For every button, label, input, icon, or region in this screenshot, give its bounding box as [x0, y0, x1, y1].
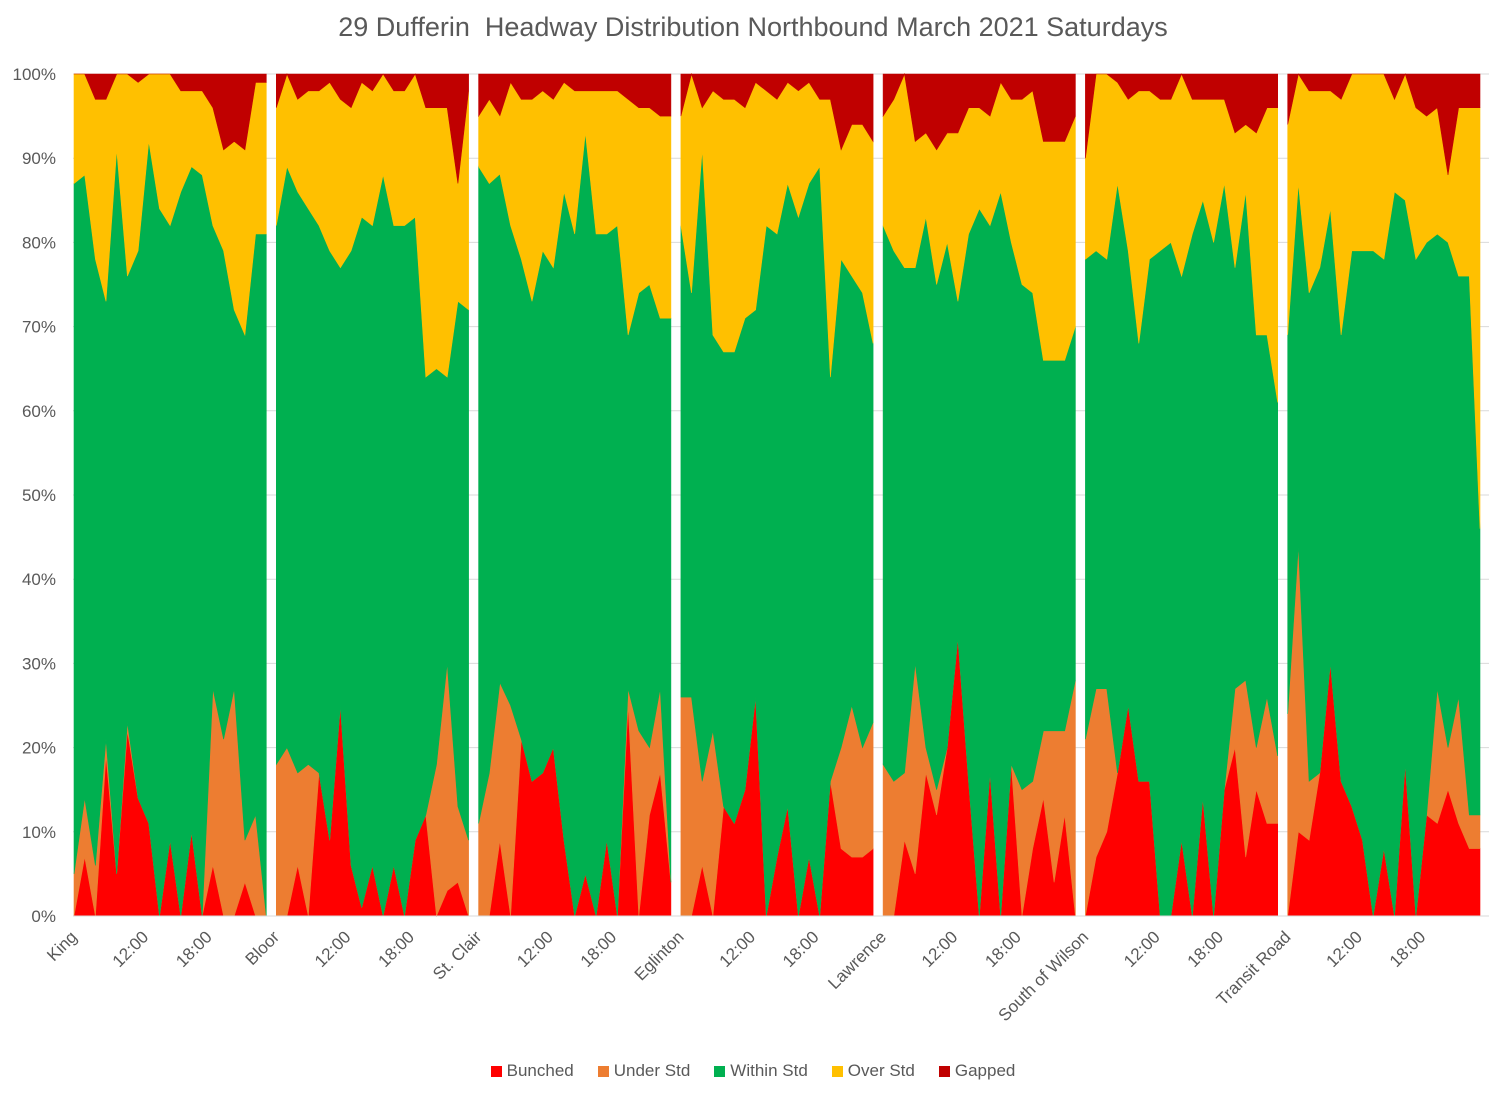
area-series	[73, 72, 1481, 918]
x-tick-1800-5: 18:00	[1184, 927, 1228, 971]
legend-swatch-bunched	[490, 1065, 502, 1077]
x-tick-1200-5: 12:00	[1120, 927, 1164, 971]
area-gapped-1	[275, 73, 469, 184]
legend-label-under-std: Under Std	[613, 1061, 691, 1080]
x-tick-1200-3: 12:00	[716, 927, 760, 971]
area-gapped-0	[74, 73, 267, 151]
legend-item-within-std: Within Std	[714, 1061, 808, 1081]
legend-swatch-within-std	[714, 1065, 726, 1077]
x-tick-1800-2: 18:00	[577, 927, 621, 971]
x-tick-stop-3: Eglinton	[631, 927, 688, 984]
x-tick-1800-4: 18:00	[981, 927, 1025, 971]
x-tick-stop-1: Bloor	[242, 927, 284, 969]
legend-label-gapped: Gapped	[954, 1061, 1016, 1080]
y-tick-30: 30%	[22, 654, 56, 673]
x-tick-1200-6: 12:00	[1322, 927, 1366, 971]
y-axis-ticks: 0% 10% 20% 30% 40% 50% 60% 70% 80% 90% 100%	[13, 65, 56, 926]
y-tick-70: 70%	[22, 318, 56, 337]
x-tick-1200-2: 12:00	[513, 927, 557, 971]
x-tick-1200-0: 12:00	[109, 927, 153, 971]
group-eglinton	[680, 72, 874, 917]
area-gapped-2	[478, 73, 672, 118]
x-tick-1200-1: 12:00	[311, 927, 355, 971]
group-king	[73, 73, 267, 917]
area-gapped-5	[1085, 73, 1278, 159]
group-bloor	[275, 73, 470, 918]
legend-swatch-under-std	[597, 1065, 609, 1077]
x-tick-1800-6: 18:00	[1386, 927, 1430, 971]
group-south-of-wilson	[1085, 73, 1278, 917]
x-axis-ticks: King 12:00 18:00 Bloor 12:00 18:00 St. Clair 12…	[43, 927, 1429, 1025]
legend-item-over-std: Over Std	[831, 1061, 915, 1081]
chart-title: 29 Dufferin Headway Distribution Northbo…	[338, 12, 1168, 42]
x-tick-1800-0: 18:00	[172, 927, 216, 971]
x-tick-stop-0: King	[43, 927, 80, 964]
y-tick-0: 0%	[31, 907, 56, 926]
y-tick-80: 80%	[22, 233, 56, 252]
y-tick-60: 60%	[22, 402, 56, 421]
y-tick-40: 40%	[22, 570, 56, 589]
area-gapped-4	[882, 72, 1076, 151]
legend-label-over-std: Over Std	[847, 1061, 915, 1080]
y-tick-20: 20%	[22, 739, 56, 758]
legend: Bunched Under Std Within Std Over Std Ga…	[0, 1061, 1506, 1081]
legend-swatch-gapped	[938, 1065, 950, 1077]
y-tick-50: 50%	[22, 486, 56, 505]
y-tick-90: 90%	[22, 149, 56, 168]
x-tick-1200-4: 12:00	[918, 927, 962, 971]
legend-label-bunched: Bunched	[506, 1061, 574, 1080]
group-transit-road	[1287, 73, 1481, 917]
group-lawrence	[882, 72, 1076, 917]
group-st-clair	[478, 73, 672, 917]
x-tick-stop-4: Lawrence	[824, 927, 890, 993]
legend-swatch-over-std	[831, 1065, 843, 1077]
legend-label-within-std: Within Std	[730, 1061, 808, 1080]
y-tick-10: 10%	[22, 823, 56, 842]
legend-item-bunched: Bunched	[490, 1061, 574, 1081]
x-tick-1800-1: 18:00	[375, 927, 419, 971]
x-tick-stop-2: St. Clair	[429, 927, 485, 983]
x-tick-1800-3: 18:00	[779, 927, 823, 971]
area-gapped-3	[680, 72, 874, 151]
legend-item-under-std: Under Std	[597, 1061, 691, 1081]
legend-item-gapped: Gapped	[938, 1061, 1016, 1081]
y-tick-100: 100%	[13, 65, 56, 84]
area-gapped-6	[1287, 73, 1481, 176]
